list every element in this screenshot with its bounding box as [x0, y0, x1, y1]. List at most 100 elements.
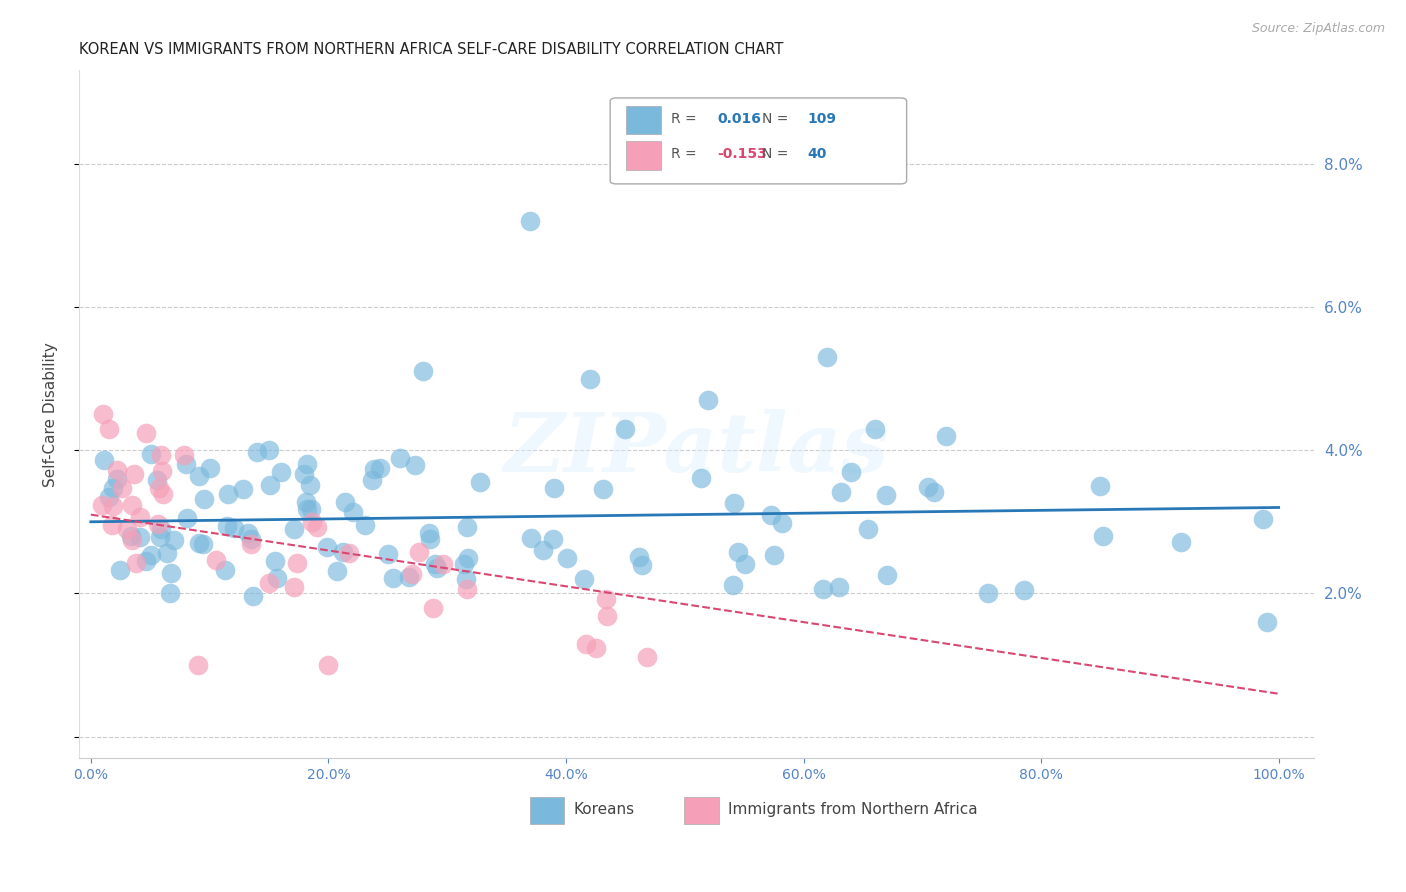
Point	[541, 533, 564, 547]
Point	[368, 460, 391, 475]
Point	[152, 487, 174, 501]
Point	[585, 641, 607, 656]
Point	[160, 566, 183, 581]
Point	[628, 549, 651, 564]
Point	[520, 532, 543, 546]
Point	[408, 545, 430, 559]
Point	[242, 589, 264, 603]
Point	[422, 601, 444, 615]
Point	[457, 550, 479, 565]
Point	[453, 557, 475, 571]
Point	[217, 486, 239, 500]
Point	[124, 467, 146, 481]
Point	[519, 214, 541, 228]
Point	[105, 463, 128, 477]
Point	[135, 425, 157, 440]
Point	[128, 530, 150, 544]
Point	[690, 471, 713, 485]
Point	[299, 502, 322, 516]
Point	[922, 484, 945, 499]
Point	[1170, 534, 1192, 549]
Point	[470, 475, 492, 490]
Text: ZIPatlas: ZIPatlas	[503, 409, 890, 489]
Point	[636, 649, 658, 664]
Point	[174, 458, 197, 472]
Point	[1091, 529, 1114, 543]
Point	[145, 473, 167, 487]
Point	[240, 532, 263, 546]
Point	[318, 658, 340, 673]
Point	[101, 518, 124, 533]
Point	[333, 495, 356, 509]
Text: Immigrants from Northern Africa: Immigrants from Northern Africa	[727, 802, 977, 817]
Point	[205, 552, 228, 566]
Point	[146, 516, 169, 531]
Point	[283, 522, 305, 536]
Point	[828, 580, 851, 594]
Point	[315, 540, 337, 554]
Point	[935, 429, 957, 443]
Point	[419, 532, 441, 546]
Text: 40: 40	[808, 147, 827, 161]
Point	[188, 468, 211, 483]
Point	[596, 608, 619, 623]
Point	[148, 481, 170, 495]
Point	[245, 445, 267, 459]
Point	[839, 465, 862, 479]
Point	[105, 472, 128, 486]
Text: N =: N =	[762, 112, 789, 126]
Text: N =: N =	[762, 147, 789, 161]
Point	[876, 567, 898, 582]
Point	[108, 563, 131, 577]
Point	[91, 498, 114, 512]
Bar	[685, 797, 718, 823]
Point	[721, 578, 744, 592]
Point	[283, 580, 305, 594]
Point	[141, 549, 163, 563]
Point	[121, 498, 143, 512]
Point	[149, 530, 172, 544]
Point	[298, 478, 321, 492]
Point	[128, 509, 150, 524]
Point	[295, 501, 318, 516]
Point	[418, 525, 440, 540]
Point	[1253, 511, 1275, 525]
Point	[236, 526, 259, 541]
Point	[630, 558, 652, 572]
Point	[150, 464, 173, 478]
Point	[257, 575, 280, 590]
Point	[270, 465, 292, 479]
Point	[456, 519, 478, 533]
Point	[592, 482, 614, 496]
Point	[856, 522, 879, 536]
Point	[135, 554, 157, 568]
Point	[163, 533, 186, 547]
Point	[257, 443, 280, 458]
Point	[193, 491, 215, 506]
Point	[361, 473, 384, 487]
Point	[432, 557, 454, 571]
Bar	[626, 141, 661, 170]
Point	[578, 371, 600, 385]
Text: -0.153: -0.153	[717, 147, 768, 161]
Point	[292, 467, 315, 481]
Point	[159, 585, 181, 599]
Point	[543, 481, 565, 495]
Point	[91, 407, 114, 421]
Point	[232, 483, 254, 497]
Point	[101, 481, 124, 495]
Point	[193, 537, 215, 551]
Point	[337, 546, 360, 560]
Point	[263, 554, 285, 568]
Text: KOREAN VS IMMIGRANTS FROM NORTHERN AFRICA SELF-CARE DISABILITY CORRELATION CHART: KOREAN VS IMMIGRANTS FROM NORTHERN AFRIC…	[79, 42, 783, 57]
Text: 109: 109	[808, 112, 837, 126]
Point	[141, 447, 163, 461]
Y-axis label: Self-Care Disability: Self-Care Disability	[44, 342, 58, 487]
Point	[222, 520, 245, 534]
Point	[173, 448, 195, 462]
Point	[759, 508, 782, 522]
Point	[93, 453, 115, 467]
FancyBboxPatch shape	[610, 98, 907, 184]
Point	[595, 592, 617, 607]
Point	[977, 586, 1000, 600]
